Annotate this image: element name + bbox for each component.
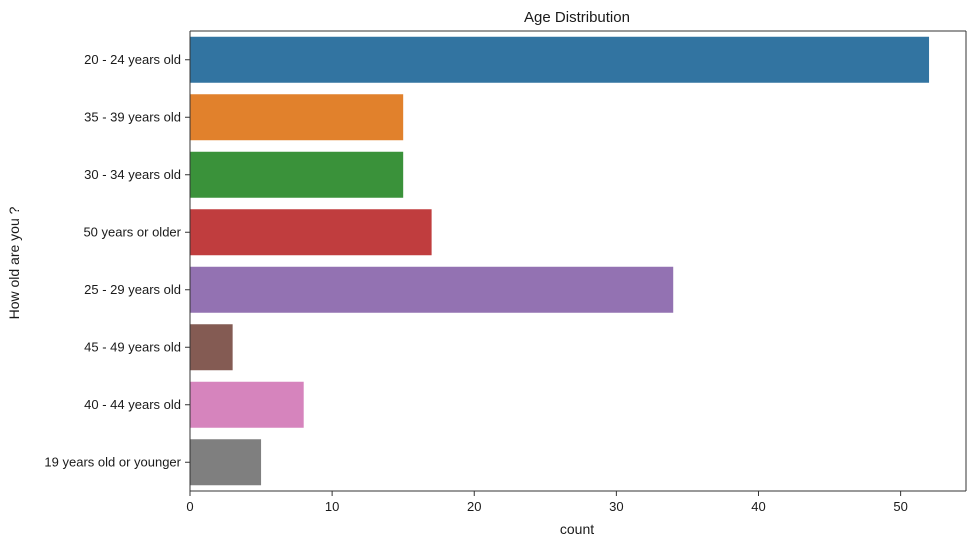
x-tick-label: 10 xyxy=(325,499,339,514)
chart-title: Age Distribution xyxy=(524,9,630,26)
x-axis-label: count xyxy=(560,521,594,537)
x-tick-label: 40 xyxy=(751,499,765,514)
axes-group: 20 - 24 years old 35 - 39 years old 30 - 3… xyxy=(44,30,967,514)
bar xyxy=(190,36,930,83)
x-tick-label: 20 xyxy=(467,499,481,514)
y-tick-label: 30 - 34 years old xyxy=(84,167,181,182)
bar xyxy=(190,439,262,486)
bar xyxy=(190,266,674,313)
x-tick-label: 0 xyxy=(186,499,193,514)
bars-group xyxy=(190,36,930,486)
bar xyxy=(190,94,404,141)
bar xyxy=(190,209,432,256)
y-tick-label: 45 - 49 years old xyxy=(84,339,181,354)
y-tick-label: 40 - 44 years old xyxy=(84,397,181,412)
bar xyxy=(190,381,304,428)
x-tick-label: 30 xyxy=(609,499,623,514)
y-axis-label: How old are you ? xyxy=(6,206,22,319)
y-tick-label: 20 - 24 years old xyxy=(84,52,181,67)
bar xyxy=(190,324,233,371)
x-tick-label: 50 xyxy=(893,499,907,514)
y-tick-label: 35 - 39 years old xyxy=(84,109,181,124)
y-tick-label: 19 years old or younger xyxy=(44,454,181,469)
y-tick-label: 50 years or older xyxy=(83,224,181,239)
y-tick-label: 25 - 29 years old xyxy=(84,282,181,297)
bar xyxy=(190,151,404,198)
